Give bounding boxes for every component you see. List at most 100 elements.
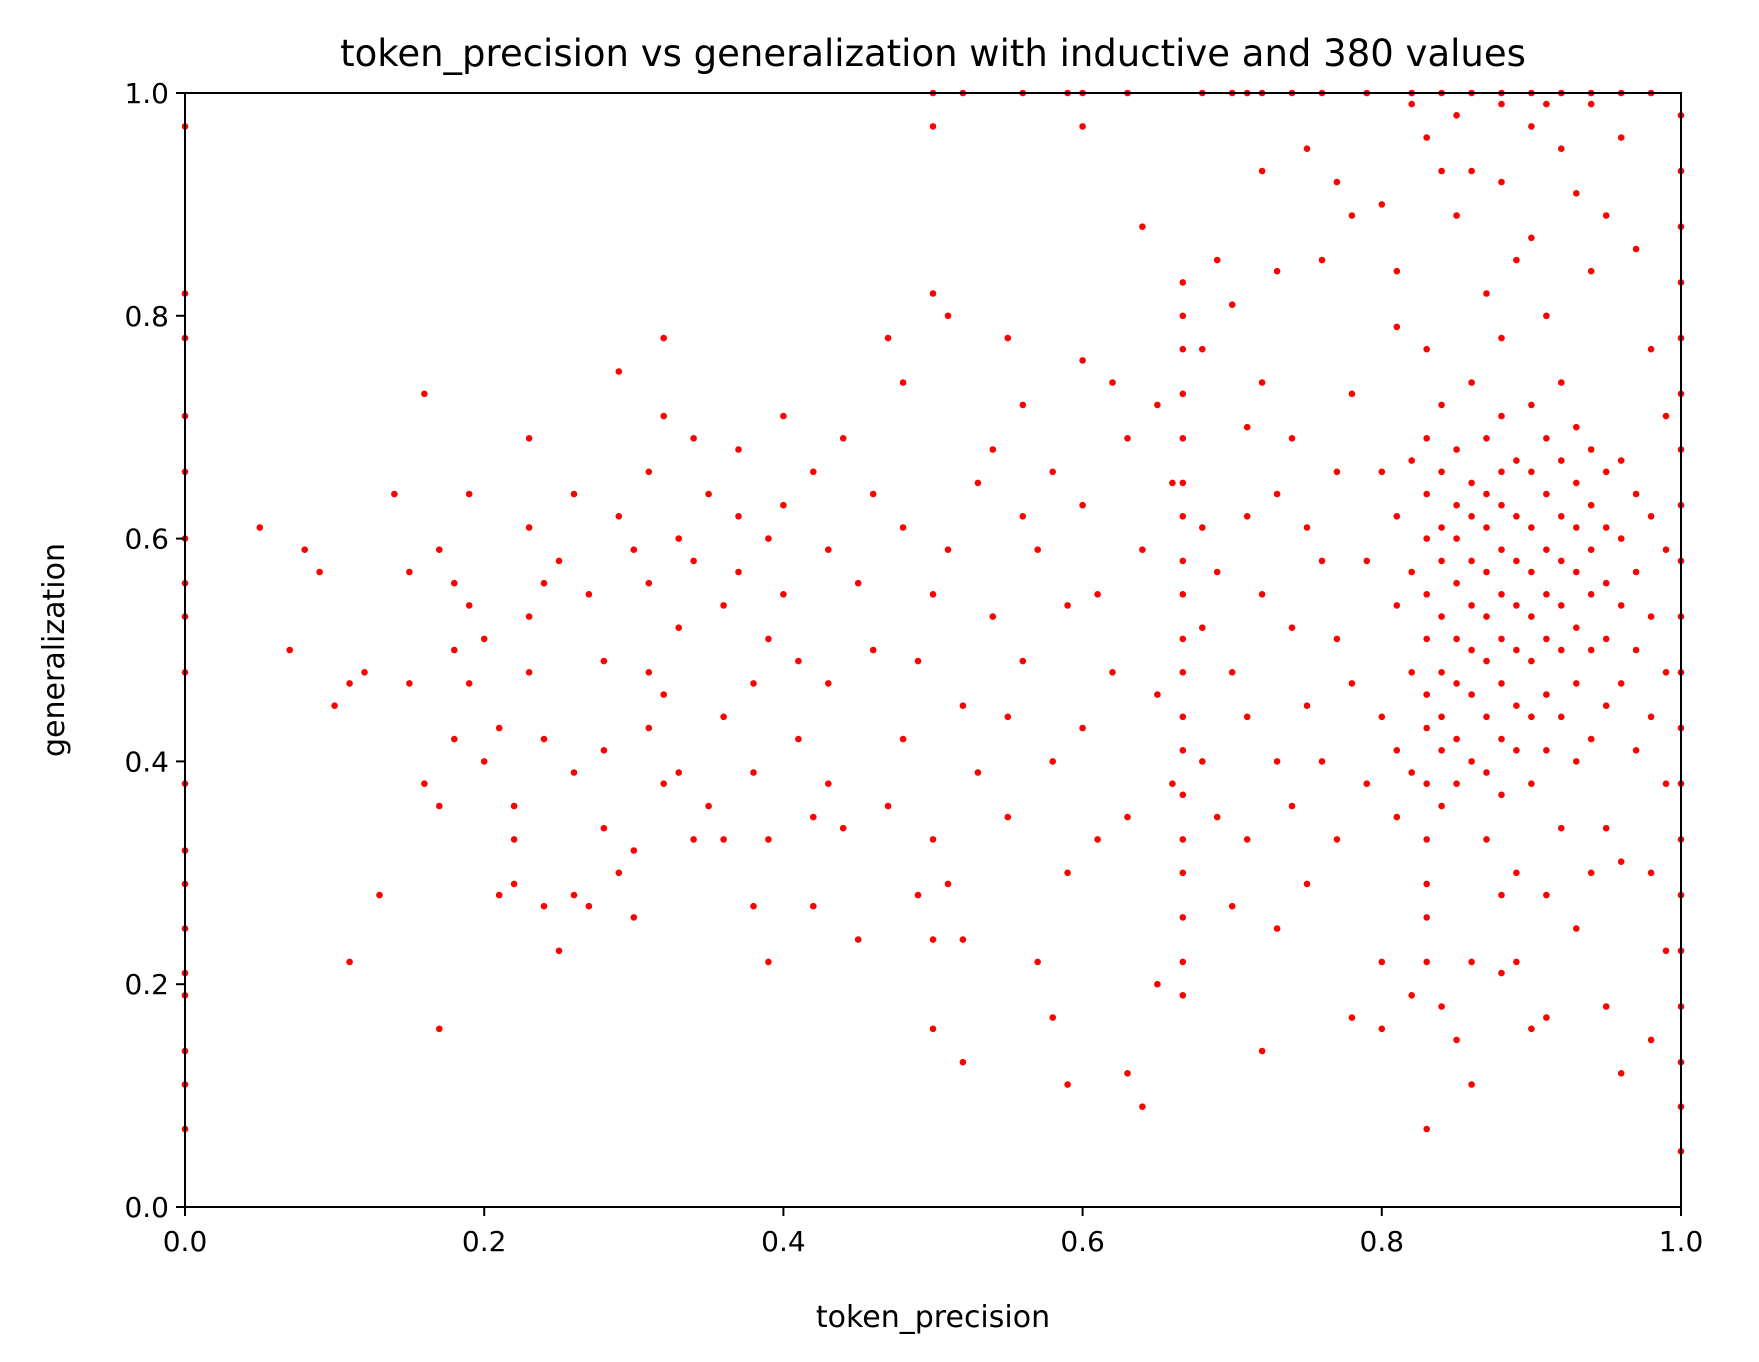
data-point [869,646,877,654]
data-point [331,702,338,709]
data-point [1632,245,1640,253]
data-point [540,579,548,587]
data-point [944,312,952,320]
data-point [720,836,727,843]
data-point [1228,902,1236,910]
data-point [1468,167,1475,175]
data-point [1179,747,1187,754]
data-point [675,624,682,631]
data-point [1543,490,1550,498]
data-point [1543,312,1550,320]
data-point [1498,591,1505,598]
data-point [346,680,353,687]
data-point [301,546,309,553]
data-point [1423,435,1430,442]
data-point [1453,579,1460,587]
data-point [525,613,533,620]
data-point [1558,145,1565,152]
data-point [854,579,862,587]
data-point [1662,412,1670,420]
data-point [1179,312,1187,320]
data-point [1179,713,1187,721]
data-point [1049,468,1056,476]
data-point [1573,758,1580,765]
data-point [944,546,952,553]
data-point [1513,513,1520,520]
data-point [1468,513,1475,520]
y-tick-label: 0.2 [124,968,169,1001]
data-point [1602,579,1610,587]
data-point [660,780,667,787]
data-point [1333,635,1341,643]
data-point [451,735,458,743]
data-point [1423,591,1430,598]
data-point [1423,914,1430,921]
y-tick-label: 0.6 [124,523,169,556]
data-point [1528,401,1535,409]
data-point [1483,290,1490,297]
data-point [899,735,907,743]
data-point [645,468,653,476]
data-point [750,769,757,776]
data-point [1453,212,1460,219]
data-point [1543,747,1550,754]
data-point [1438,557,1445,565]
data-point [1004,813,1012,821]
data-point [1094,836,1101,843]
data-point [510,802,518,810]
data-point [1468,646,1475,654]
data-point [765,836,772,843]
data-point [1303,524,1311,531]
data-point [1079,501,1086,509]
data-point [1558,379,1565,386]
data-point [1543,591,1550,598]
scatter-points [181,89,1685,1155]
data-point [1587,267,1595,275]
data-point [1154,691,1161,698]
data-point [1558,824,1565,832]
data-point [570,769,578,776]
data-point [1587,646,1595,654]
data-point [1393,267,1401,275]
data-point [929,936,937,943]
data-point [1513,256,1520,264]
data-point [1498,412,1505,420]
data-point [1213,256,1221,264]
data-point [1453,1036,1460,1044]
data-point [1179,279,1187,286]
data-point [1543,1014,1550,1021]
data-point [974,479,982,487]
data-point [286,646,294,654]
data-point [1179,669,1187,676]
data-point [1179,869,1187,877]
data-point [555,947,563,955]
plot-area-frame [184,92,1682,1208]
data-point [899,524,907,531]
data-point [1423,134,1430,141]
data-point [914,657,922,665]
data-point [1647,613,1655,620]
data-point [1154,980,1161,988]
data-point [1498,334,1505,342]
data-point [1154,401,1161,409]
data-point [1468,557,1475,565]
data-point [1483,490,1490,498]
data-point [1378,1025,1386,1033]
data-point [1393,513,1401,520]
data-point [1438,802,1445,810]
data-point [1423,780,1430,787]
data-point [1498,635,1505,643]
data-point [585,591,593,598]
data-point [1468,479,1475,487]
data-point [869,490,877,498]
data-point [1617,1070,1625,1077]
data-point [1602,702,1610,709]
data-point [1079,724,1086,732]
data-point [1498,891,1505,899]
data-point [1587,446,1595,453]
data-point [1468,958,1475,966]
data-point [1348,680,1356,687]
data-point [795,735,802,743]
data-point [825,780,832,787]
x-tick-label: 1.0 [1659,1225,1704,1258]
